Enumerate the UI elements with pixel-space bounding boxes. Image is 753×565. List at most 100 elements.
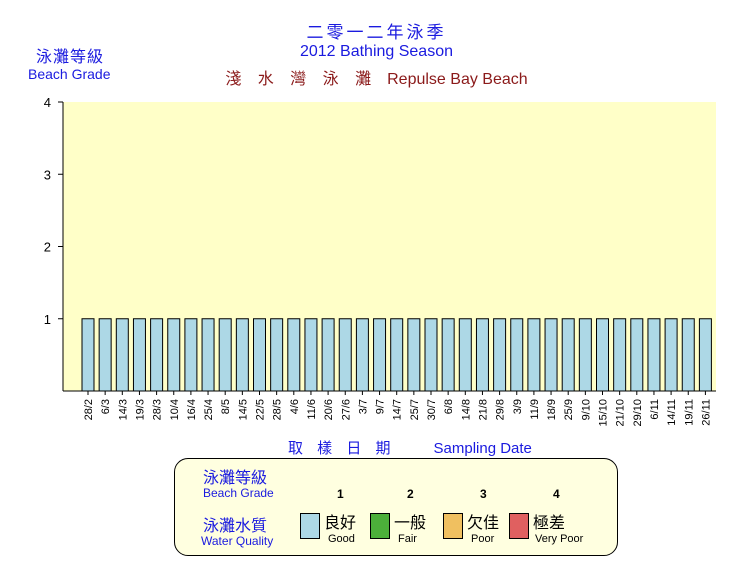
legend-grade-label-chinese: 泳灘等級 (203, 470, 268, 487)
bar (681, 318, 695, 392)
x-tick-label: 14/5 (237, 399, 249, 420)
x-tick-label: 9/7 (375, 399, 387, 414)
legend: 泳灘等級 Beach Grade 泳灘水質 Water Quality 1 良好… (174, 458, 618, 556)
legend-grade-label: 泳灘等級 Beach Grade (203, 471, 274, 500)
legend-grade-number: 1 (337, 487, 344, 501)
legend-grade-number: 2 (407, 487, 414, 501)
bar (338, 318, 352, 392)
x-tick-label: 19/11 (683, 399, 695, 426)
x-tick-label: 3/9 (512, 399, 524, 414)
legend-label-english: Good (328, 533, 355, 545)
x-tick-label: 22/5 (255, 399, 267, 420)
x-tick-label: 6/3 (100, 399, 112, 414)
bar (253, 318, 266, 392)
x-axis: 28/2 6/3 14/3 19/3 28/3 10/4 16/4 25/4 8/5 14/5 22… (83, 391, 712, 427)
x-tick-label: 28/5 (272, 399, 284, 420)
x-tick-label: 27/6 (340, 399, 352, 420)
bar (630, 318, 644, 392)
bar (150, 318, 164, 392)
x-tick-label: 28/3 (152, 399, 164, 420)
legend-quality-label: 泳灘水質 Water Quality (201, 518, 273, 548)
bar (98, 318, 112, 392)
bar (201, 318, 215, 392)
x-tick-label: 29/8 (495, 399, 507, 420)
legend-swatch-poor (443, 513, 463, 539)
y-axis-label-chinese: 泳灘等級 (36, 49, 105, 66)
bar (373, 318, 387, 392)
x-tick-label: 10/4 (169, 399, 181, 420)
legend-label-chinese: 一般 (394, 515, 427, 532)
x-tick-label: 8/5 (220, 399, 232, 414)
bar (218, 318, 232, 392)
bar (578, 318, 592, 392)
bar (270, 318, 284, 392)
x-tick-label: 11/9 (529, 399, 541, 420)
y-tick-label: 2 (44, 240, 51, 255)
legend-item-poor: 3 欠佳 Poor (443, 483, 533, 553)
bar (235, 318, 249, 392)
legend-label-chinese: 欠佳 (467, 515, 500, 532)
bar (355, 318, 369, 392)
x-axis-label: 取 樣 日 期 Sampling Date (288, 437, 532, 458)
x-axis-label-english: Sampling Date (433, 440, 532, 457)
bar-series (81, 318, 712, 392)
legend-item-very-poor: 4 極差 Very Poor (509, 483, 599, 553)
beach-name: 淺 水 灣 泳 灘 Repulse Bay Beach (0, 65, 753, 89)
y-tick-label: 3 (44, 167, 51, 182)
x-axis-label-chinese: 取 樣 日 期 (288, 440, 396, 457)
bar (664, 318, 678, 392)
x-tick-label: 9/10 (580, 399, 592, 420)
chart-title: 2012 Bathing Season (299, 43, 453, 60)
bar (561, 318, 575, 392)
x-tick-label: 16/4 (186, 399, 198, 420)
beach-name-chinese: 淺 水 灣 泳 灘 (225, 71, 378, 88)
beach-name-english: Repulse Bay Beach (387, 71, 528, 88)
x-tick-label: 15/10 (598, 399, 610, 427)
bar (544, 318, 558, 392)
bar (527, 318, 541, 392)
legend-item-fair: 2 一般 Fair (370, 483, 460, 553)
x-tick-label: 14/8 (460, 399, 472, 420)
y-axis-label: Beach Grade (28, 66, 111, 82)
bar (458, 318, 472, 392)
legend-quality-label-chinese: 泳灘水質 (203, 518, 268, 535)
legend-label-chinese: 極差 (533, 515, 566, 532)
bar (287, 318, 301, 392)
x-tick-label: 28/2 (83, 399, 95, 420)
y-tick-label: 4 (44, 95, 51, 110)
x-tick-label: 14/7 (392, 399, 404, 420)
bar (132, 318, 146, 392)
x-tick-label: 14/3 (117, 399, 129, 420)
y-tick-label: 1 (44, 312, 51, 327)
x-tick-label: 30/7 (426, 399, 438, 420)
x-tick-label: 19/3 (134, 399, 146, 420)
x-tick-label: 21/10 (615, 399, 627, 427)
x-tick-label: 29/10 (632, 399, 644, 427)
x-tick-label: 4/6 (289, 399, 301, 414)
bar (698, 318, 712, 392)
legend-label-english: Poor (471, 533, 495, 545)
bar (493, 318, 507, 392)
bar (596, 318, 609, 392)
legend-grade-number: 3 (480, 487, 487, 501)
x-tick-label: 25/9 (563, 399, 575, 420)
bar (81, 318, 95, 392)
bar (424, 318, 438, 392)
legend-label-english: Fair (398, 533, 417, 545)
chart-title-chinese: 二零一二年泳季 (306, 23, 447, 42)
bar (510, 318, 524, 392)
bar-chart: 1 2 3 4 28/2 6/3 14/3 19/3 28/3 10/4 16/4 25/4 8/5 1… (44, 95, 716, 427)
bar (441, 318, 455, 392)
bar (613, 318, 627, 392)
legend-swatch-fair (370, 513, 390, 539)
bar (390, 318, 404, 392)
legend-label-chinese: 良好 (324, 515, 357, 532)
x-tick-label: 25/7 (409, 399, 421, 420)
bar (167, 318, 181, 392)
legend-label-english: Very Poor (535, 533, 584, 545)
x-tick-label: 14/11 (666, 399, 678, 426)
x-tick-label: 6/8 (443, 399, 455, 414)
x-tick-label: 21/8 (477, 399, 489, 420)
bar (184, 318, 198, 392)
x-tick-label: 25/4 (203, 399, 215, 420)
